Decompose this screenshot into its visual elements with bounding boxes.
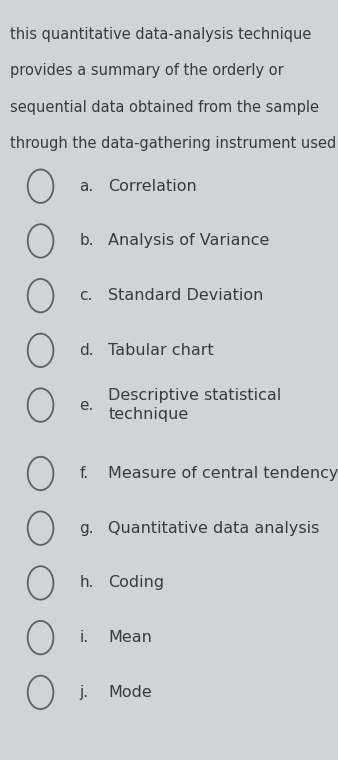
- Text: this quantitative data-analysis technique: this quantitative data-analysis techniqu…: [10, 27, 312, 42]
- Text: g.: g.: [79, 521, 94, 536]
- Text: Analysis of Variance: Analysis of Variance: [108, 233, 269, 249]
- Text: provides a summary of the orderly or: provides a summary of the orderly or: [10, 63, 284, 78]
- Text: Descriptive statistical: Descriptive statistical: [108, 388, 282, 403]
- Text: Mode: Mode: [108, 685, 152, 700]
- Text: technique: technique: [108, 407, 188, 423]
- Text: sequential data obtained from the sample: sequential data obtained from the sample: [10, 100, 319, 115]
- Text: Tabular chart: Tabular chart: [108, 343, 214, 358]
- Text: j.: j.: [79, 685, 89, 700]
- Text: Measure of central tendency: Measure of central tendency: [108, 466, 338, 481]
- Text: Quantitative data analysis: Quantitative data analysis: [108, 521, 319, 536]
- Ellipse shape: [28, 224, 53, 258]
- Text: a.: a.: [79, 179, 94, 194]
- Ellipse shape: [28, 457, 53, 490]
- Ellipse shape: [28, 566, 53, 600]
- Ellipse shape: [28, 169, 53, 203]
- Ellipse shape: [28, 279, 53, 312]
- Text: Coding: Coding: [108, 575, 164, 591]
- Text: d.: d.: [79, 343, 94, 358]
- Ellipse shape: [28, 334, 53, 367]
- Ellipse shape: [28, 511, 53, 545]
- Text: Mean: Mean: [108, 630, 152, 645]
- Text: h.: h.: [79, 575, 94, 591]
- Ellipse shape: [28, 388, 53, 422]
- Text: b.: b.: [79, 233, 94, 249]
- Text: Correlation: Correlation: [108, 179, 197, 194]
- Text: f.: f.: [79, 466, 89, 481]
- Ellipse shape: [28, 621, 53, 654]
- Text: Standard Deviation: Standard Deviation: [108, 288, 264, 303]
- Text: c.: c.: [79, 288, 93, 303]
- Text: i.: i.: [79, 630, 89, 645]
- Text: e.: e.: [79, 397, 94, 413]
- Ellipse shape: [28, 676, 53, 709]
- Text: through the data-gathering instrument used: through the data-gathering instrument us…: [10, 136, 336, 151]
